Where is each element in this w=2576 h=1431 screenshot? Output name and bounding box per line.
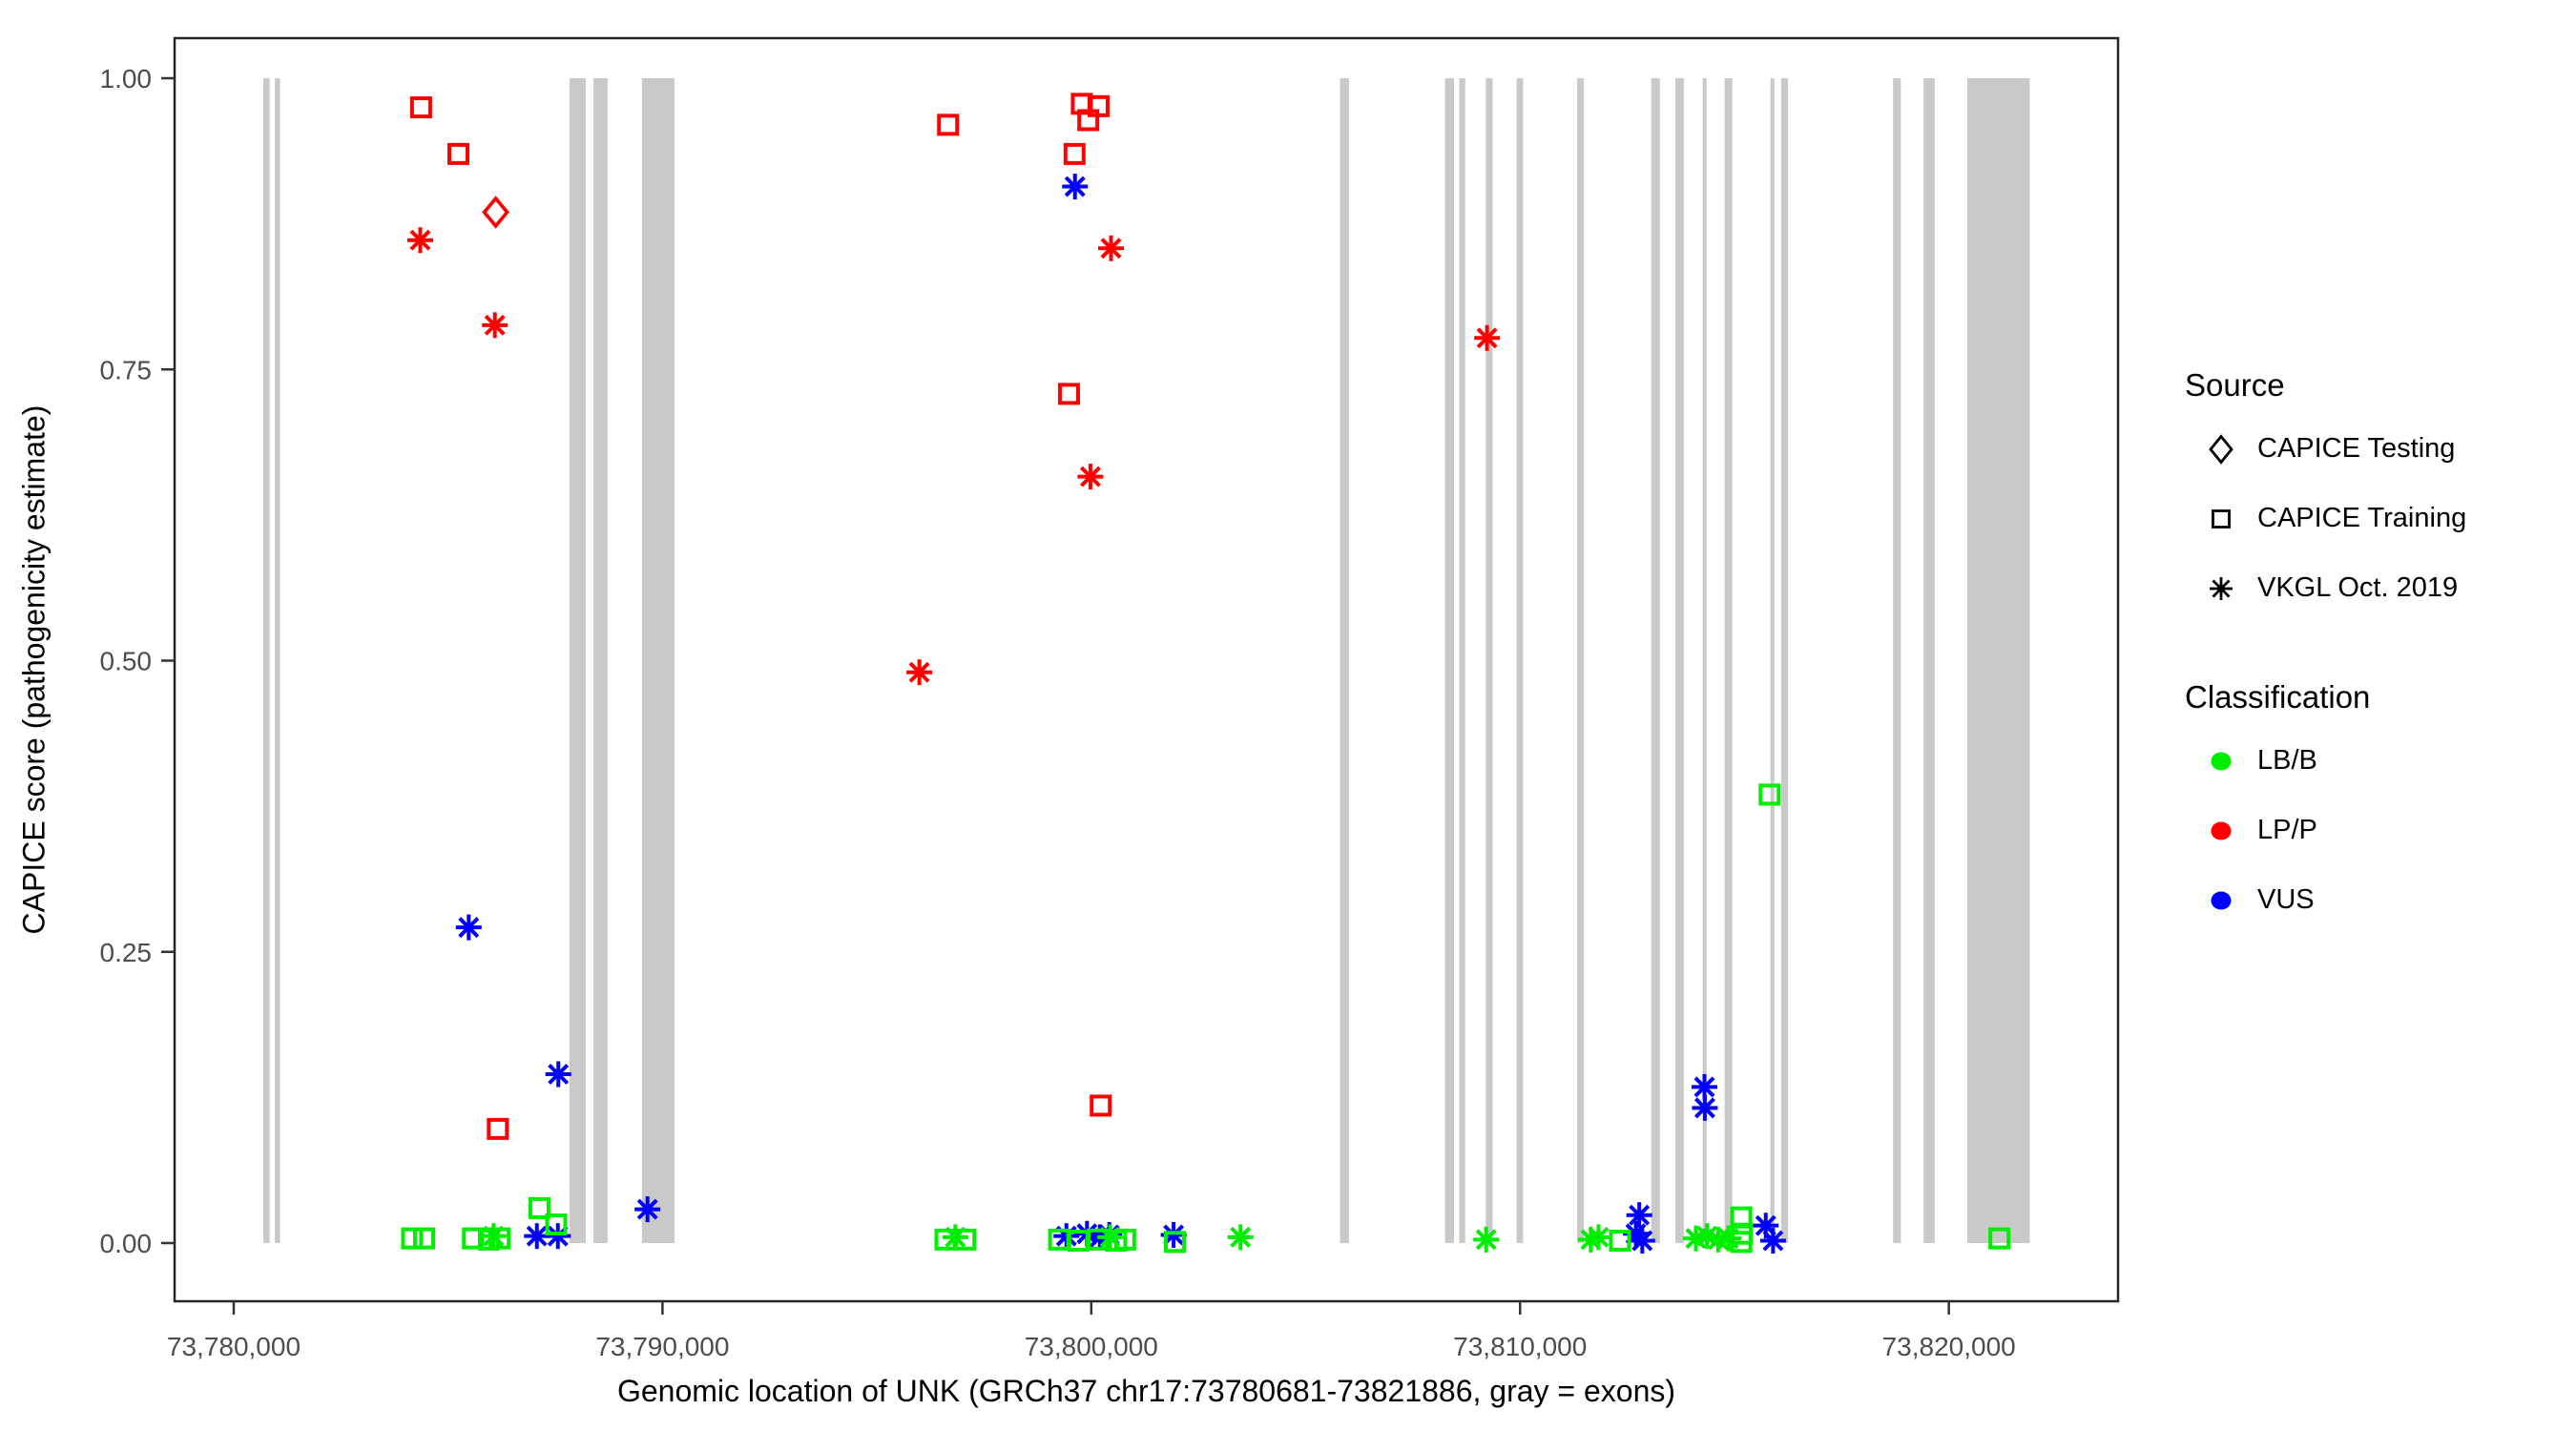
exon-bar	[262, 78, 270, 1243]
exon-bar	[1923, 78, 1935, 1243]
data-point	[455, 914, 482, 941]
exon-bar	[593, 78, 608, 1243]
exon-bar	[275, 78, 280, 1243]
legend-item-label: CAPICE Testing	[2257, 433, 2456, 464]
data-point	[1097, 235, 1124, 261]
x-axis-title: Genomic location of UNK (GRCh37 chr17:73…	[616, 1374, 1676, 1408]
data-point	[401, 1227, 424, 1250]
data-point	[634, 1196, 661, 1223]
exon-bar	[1577, 78, 1585, 1243]
legend-item-lbb: LB/B	[2185, 726, 2566, 796]
data-point	[1227, 1224, 1254, 1251]
y-tick-label: 1.00	[100, 64, 153, 93]
y-tick-label: 0.75	[100, 355, 153, 384]
red-dot-icon	[2185, 807, 2257, 855]
legend-item-label: VUS	[2257, 884, 2315, 915]
data-point	[413, 1227, 436, 1250]
data-point	[528, 1196, 551, 1219]
exon-bar	[1485, 78, 1493, 1243]
data-point	[1474, 324, 1501, 351]
legend: Source CAPICE Testing CAPICE Training VK…	[2185, 366, 2566, 935]
data-point	[1626, 1202, 1652, 1229]
x-tick-label: 73,810,000	[1453, 1332, 1587, 1361]
x-tick-label: 73,790,000	[595, 1332, 729, 1361]
exon-bar	[1444, 78, 1455, 1243]
data-point	[1090, 1094, 1112, 1117]
data-point	[1063, 142, 1086, 165]
legend-item-capice-training: CAPICE Training	[2185, 484, 2566, 553]
data-point	[545, 1061, 571, 1088]
exon-bar	[1674, 78, 1684, 1243]
exon-bar	[1966, 78, 2030, 1243]
legend-item-label: LP/P	[2257, 815, 2317, 845]
legend-classification-title: Classification	[2185, 679, 2371, 715]
data-point	[1585, 1224, 1611, 1251]
data-point	[545, 1213, 568, 1235]
data-point	[1077, 109, 1100, 132]
data-point	[1759, 1228, 1786, 1255]
exon-bar	[569, 78, 586, 1243]
y-axis-title: CAPICE score (pathogenicity estimate)	[16, 404, 52, 935]
x-tick-label: 73,780,000	[167, 1332, 301, 1361]
x-tick-label: 73,820,000	[1882, 1332, 2016, 1361]
data-point	[488, 1227, 511, 1250]
data-point	[1609, 1230, 1631, 1253]
data-point	[954, 1228, 977, 1251]
legend-source-title: Source	[2185, 367, 2285, 403]
data-point	[487, 1117, 509, 1140]
legend-item-vus: VUS	[2185, 865, 2566, 935]
data-point	[406, 227, 433, 254]
legend-item-lpp: LP/P	[2185, 796, 2566, 865]
exon-bar	[1893, 78, 1901, 1243]
data-point	[937, 114, 960, 136]
green-dot-icon	[2185, 737, 2257, 785]
data-point	[1057, 383, 1080, 405]
legend-item-vkgl: VKGL Oct. 2019	[2185, 553, 2566, 623]
data-point	[1730, 1231, 1753, 1254]
legend-item-label: LB/B	[2257, 745, 2317, 776]
exon-bar	[641, 78, 675, 1243]
data-point	[409, 96, 432, 119]
data-point	[482, 196, 509, 229]
exon-bar	[1702, 78, 1707, 1243]
data-point	[1077, 464, 1104, 490]
data-point	[1715, 1225, 1742, 1252]
data-point	[1163, 1231, 1186, 1254]
exon-bar	[1780, 78, 1789, 1243]
exon-bar	[1770, 78, 1775, 1243]
data-point	[1692, 1094, 1718, 1121]
data-point	[1062, 174, 1089, 200]
exon-bar	[1459, 78, 1465, 1243]
y-tick-label: 0.25	[100, 938, 153, 967]
x-tick-label: 73,800,000	[1025, 1332, 1158, 1361]
data-point	[1113, 1228, 1136, 1251]
legend-item-label: VKGL Oct. 2019	[2257, 572, 2459, 603]
exon-bar	[1516, 78, 1524, 1243]
y-tick-label: 0.50	[100, 647, 153, 676]
legend-item-capice-testing: CAPICE Testing	[2185, 414, 2566, 484]
exon-bar	[1724, 78, 1733, 1243]
asterisk-icon	[2185, 565, 2257, 612]
data-point	[906, 659, 933, 686]
panel-border	[173, 36, 2120, 1303]
legend-item-label: CAPICE Training	[2257, 503, 2467, 533]
data-point	[1473, 1226, 1500, 1253]
exon-bar	[1340, 78, 1349, 1243]
data-point	[1988, 1227, 2011, 1250]
data-point	[480, 1223, 507, 1250]
data-point	[1758, 783, 1781, 806]
data-point	[462, 1227, 485, 1250]
blue-dot-icon	[2185, 877, 2257, 924]
exon-bar	[1651, 78, 1660, 1243]
data-point	[1097, 1224, 1124, 1251]
y-tick-label: 0.00	[100, 1229, 153, 1258]
diamond-icon	[2185, 425, 2257, 473]
data-point	[1629, 1228, 1655, 1255]
data-point	[447, 142, 469, 165]
data-point	[482, 312, 509, 339]
square-icon	[2185, 495, 2257, 543]
